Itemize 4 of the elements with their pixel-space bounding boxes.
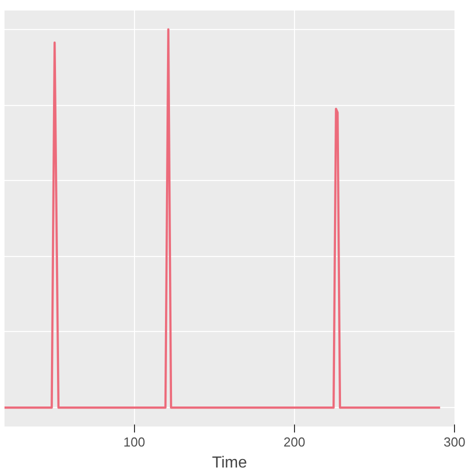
x-tick-label: 300 [444,434,466,450]
x-tick-label: 100 [123,434,146,450]
x-tick-label: 200 [284,434,306,450]
x-axis-title: Time [212,454,248,472]
